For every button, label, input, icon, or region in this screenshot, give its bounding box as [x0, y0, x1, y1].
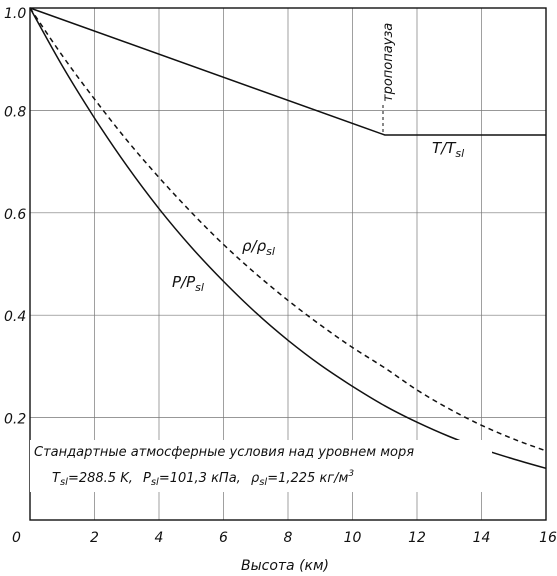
- x-tick-label: 6: [219, 530, 228, 546]
- cond-p-main: P: [143, 471, 151, 486]
- y-tick-label: 1.0: [4, 6, 26, 22]
- annotation-background: [30, 440, 492, 492]
- cond-t-sub: sl: [60, 477, 68, 488]
- label-t-tsl-sub: sl: [455, 147, 464, 160]
- cond-rho-sub: sl: [259, 477, 267, 488]
- x-tick-label: 4: [155, 530, 164, 546]
- label-rho-sub: sl: [266, 245, 275, 258]
- cond-rho-value: =1,225 кг/м: [267, 471, 348, 486]
- cond-t-value: =288.5 K,: [68, 471, 133, 486]
- series-line-t-tsl: [29, 7, 546, 136]
- label-p-main: P/P: [172, 273, 196, 291]
- y-tick-label: 0.8: [4, 104, 26, 120]
- series-line-rho-rhosl: [29, 7, 547, 452]
- cond-t-main: T: [52, 471, 61, 486]
- tick-labels: 0 2 4 6 8 10 12 14 16 1.0 0.8 0.6 0.4 0.2: [4, 6, 557, 546]
- cond-rho-main: ρ: [251, 471, 260, 486]
- cond-rho-sup: 3: [348, 469, 354, 479]
- x-tick-label: 8: [284, 530, 293, 546]
- grid: [30, 8, 546, 520]
- label-rho-rhosl: ρ/ρsl: [242, 237, 275, 258]
- x-tick-label: 16: [539, 530, 557, 546]
- plot-frame: [29, 7, 547, 521]
- y-tick-label: 0.2: [4, 412, 26, 428]
- conditions-line-1: Стандартные атмосферные условия над уров…: [34, 445, 414, 460]
- x-axis-title: Высота (км): [241, 558, 329, 574]
- x-tick-label: 10: [344, 530, 362, 546]
- label-t-tsl: T/Tsl: [432, 139, 464, 160]
- y-tick-label: 0.4: [4, 309, 26, 325]
- tropopause-label: тропопауза: [381, 23, 396, 102]
- x-tick-label: 2: [90, 530, 99, 546]
- cond-p-sub: sl: [151, 477, 159, 488]
- conditions-line-2: Tsl=288.5 K, Psl=101,3 кПа, ρsl=1,225 кг…: [52, 469, 354, 488]
- y-tick-label: 0.6: [4, 207, 26, 223]
- x-tick-label: 14: [473, 530, 491, 546]
- x-tick-label: 12: [408, 530, 426, 546]
- label-p-sub: sl: [195, 281, 204, 294]
- label-t-tsl-main: T/T: [432, 139, 457, 157]
- cond-p-value: =101,3 кПа,: [159, 471, 241, 486]
- label-rho-main: ρ/ρ: [242, 237, 267, 255]
- label-p-psl: P/Psl: [172, 273, 204, 294]
- x-tick-label: 0: [12, 530, 21, 546]
